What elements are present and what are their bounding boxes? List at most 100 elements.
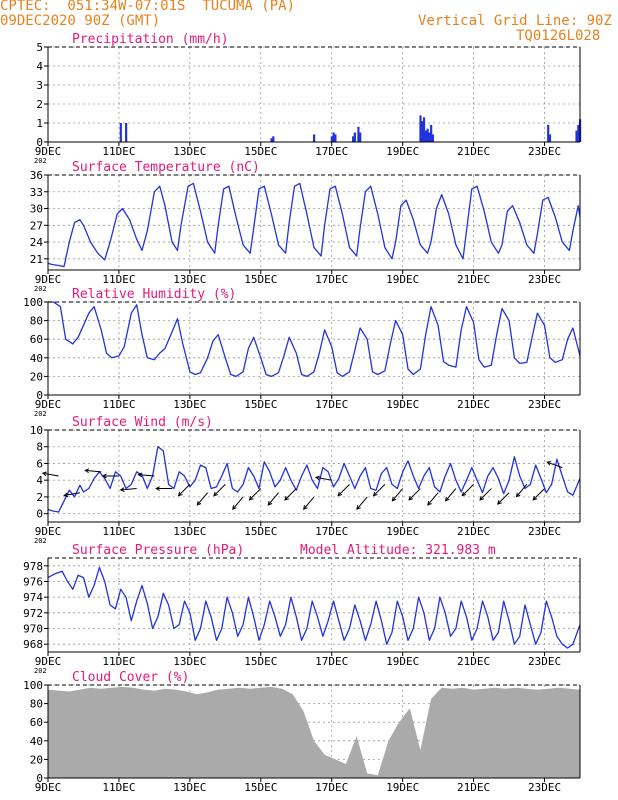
precip-title: Precipitation (mm/h) bbox=[72, 32, 229, 47]
wind-arrow-head bbox=[196, 500, 202, 506]
panel-pressure: 968 970 972 974 976 978 9DEC 11DEC 13DEC 15DEC 17D… bbox=[23, 543, 581, 675]
wind-arrow bbox=[267, 492, 279, 506]
x-tick-label: 15DEC bbox=[244, 145, 277, 158]
panel-rh: 0 20 40 60 80 100 9DEC 11DEC 13DEC 15DEC 17DEC 19DE… bbox=[23, 287, 581, 418]
x-tick-label: 11DEC bbox=[102, 145, 135, 158]
pressure-series-line bbox=[47, 566, 581, 649]
wind-arrow-head bbox=[84, 468, 90, 474]
wind-arrow-head bbox=[497, 500, 502, 505]
wind-arrow-head bbox=[303, 505, 308, 510]
x-tick-label: 17DEC bbox=[315, 655, 348, 668]
precip-bar bbox=[426, 128, 429, 142]
panel-cloud: 0 20 40 60 80 100 9DEC 11DEC 13DEC 15DEC 17DEC 19DE… bbox=[23, 670, 581, 794]
x-tick-label: 9DEC bbox=[35, 655, 62, 668]
cloud-area bbox=[48, 686, 580, 778]
x-tick-label: 13DEC bbox=[173, 525, 206, 538]
year-stub: 202 bbox=[34, 410, 47, 418]
x-tick-label: 21DEC bbox=[457, 655, 490, 668]
panel-wind: 0 2 4 6 8 10 9DEC 11DEC 13DEC 15DEC 17DEC 19DEC 21DE… bbox=[30, 415, 581, 545]
x-tick-label: 13DEC bbox=[173, 145, 206, 158]
precip-bar bbox=[272, 136, 275, 142]
x-tick-label: 15DEC bbox=[244, 655, 277, 668]
pressure-title: Surface Pressure (hPa) bbox=[72, 543, 244, 558]
y-tick-label: 976 bbox=[23, 576, 43, 589]
wind-arrow bbox=[284, 488, 297, 501]
wind-arrow bbox=[461, 484, 474, 497]
wind-arrow-head bbox=[119, 487, 125, 493]
precip-bar bbox=[431, 134, 435, 142]
x-tick-label: 15DEC bbox=[244, 398, 277, 411]
y-tick-label: 8 bbox=[36, 441, 43, 454]
x-tick-label: 23DEC bbox=[528, 655, 561, 668]
wind-arrow bbox=[64, 492, 81, 496]
wind-arrow bbox=[547, 461, 563, 469]
rh-series-line bbox=[48, 301, 581, 378]
y-tick-label: 4 bbox=[36, 474, 43, 487]
wind-arrow-head bbox=[461, 491, 467, 497]
x-tick-label: 21DEC bbox=[457, 781, 490, 794]
wind-arrow bbox=[408, 488, 421, 501]
y-tick-label: 2 bbox=[36, 98, 43, 111]
wind-title: Surface Wind (m/s) bbox=[72, 415, 213, 430]
y-tick-label: 974 bbox=[23, 591, 43, 604]
x-tick-label: 11DEC bbox=[102, 273, 135, 286]
y-tick-label: 0 bbox=[36, 772, 43, 785]
wind-arrow-head bbox=[155, 486, 160, 491]
precip-bar bbox=[359, 132, 362, 142]
y-tick-label: 972 bbox=[23, 607, 43, 620]
wind-arrow bbox=[373, 484, 386, 497]
x-tick-label: 13DEC bbox=[173, 273, 206, 286]
y-tick-label: 40 bbox=[30, 352, 43, 365]
x-tick-label: 23DEC bbox=[528, 398, 561, 411]
x-tick-label: 17DEC bbox=[315, 398, 348, 411]
wind-arrow-head bbox=[444, 496, 450, 502]
y-tick-label: 21 bbox=[30, 253, 43, 266]
wind-arrow-head bbox=[232, 505, 237, 510]
panel-temp: 21 24 27 30 33 36 9DEC 11DEC 13DEC 15DEC 17DEC 19DE… bbox=[30, 160, 581, 293]
header-grid-note: Vertical Grid Line: 90Z bbox=[418, 13, 612, 29]
x-tick-label: 19DEC bbox=[386, 273, 419, 286]
x-tick-label: 9DEC bbox=[35, 781, 62, 794]
y-tick-label: 968 bbox=[23, 638, 43, 651]
wind-arrow-head bbox=[63, 492, 69, 498]
wind-arrow-head bbox=[41, 471, 47, 477]
header-code: TQ0126L028 bbox=[516, 28, 601, 44]
year-stub: 202 bbox=[34, 157, 47, 165]
y-tick-label: 0 bbox=[36, 389, 43, 402]
precip-bar bbox=[332, 132, 335, 142]
cloud-title: Cloud Cover (%) bbox=[72, 670, 189, 685]
x-tick-label: 19DEC bbox=[386, 525, 419, 538]
wind-arrow bbox=[356, 496, 368, 510]
x-tick-label: 13DEC bbox=[173, 655, 206, 668]
wind-arrow bbox=[213, 484, 226, 497]
wind-arrow-head bbox=[515, 492, 521, 498]
wind-arrow bbox=[120, 488, 137, 491]
x-tick-label: 19DEC bbox=[386, 655, 419, 668]
precip-bar bbox=[357, 126, 360, 142]
x-tick-label: 13DEC bbox=[173, 781, 206, 794]
x-tick-label: 23DEC bbox=[528, 145, 561, 158]
temp-title: Surface Temperature (nC) bbox=[72, 160, 260, 175]
year-stub: 202 bbox=[34, 667, 47, 675]
x-tick-label: 19DEC bbox=[386, 398, 419, 411]
wind-arrow-head bbox=[479, 495, 484, 501]
y-tick-label: 60 bbox=[30, 333, 43, 346]
wind-arrow bbox=[138, 474, 155, 477]
wind-arrow bbox=[315, 476, 332, 481]
wind-arrow bbox=[391, 488, 404, 502]
precip-bar bbox=[577, 124, 580, 142]
y-tick-label: 978 bbox=[23, 560, 43, 573]
x-tick-label: 17DEC bbox=[315, 273, 348, 286]
panel-precip: 0 1 2 3 4 5 9DEC 11DEC 13DEC 15DEC 17DEC 19DEC 21DEC… bbox=[34, 32, 582, 165]
y-tick-label: 10 bbox=[30, 424, 43, 437]
y-tick-label: 100 bbox=[23, 679, 43, 692]
wind-arrow-head bbox=[408, 495, 414, 501]
precip-bar bbox=[424, 130, 427, 142]
y-tick-label: 27 bbox=[30, 219, 43, 232]
precip-bar bbox=[353, 132, 356, 142]
precip-bar bbox=[547, 124, 550, 142]
x-tick-label: 9DEC bbox=[35, 273, 62, 286]
year-stub: 202 bbox=[34, 285, 47, 293]
year-stub: 202 bbox=[34, 537, 47, 545]
header-station: CPTEC: 051:34W-07:01S TUCUMA (PA) bbox=[0, 0, 296, 14]
